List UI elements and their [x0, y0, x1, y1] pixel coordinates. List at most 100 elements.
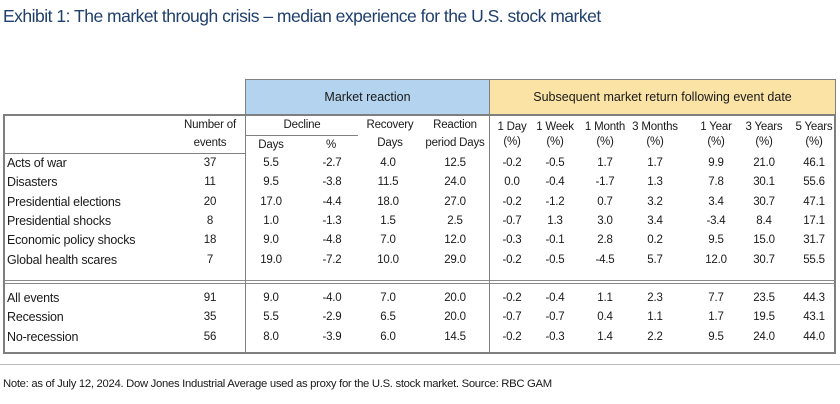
table-cell: -0.2 — [502, 157, 522, 169]
table-cell: 11 — [204, 176, 216, 189]
table-cell: -0.2 — [502, 292, 522, 304]
table-cell: 18.0 — [377, 195, 399, 208]
table-cell: 12.0 — [444, 234, 466, 247]
table-cell: -0.7 — [502, 214, 522, 227]
table-cell: 0.4 — [597, 311, 613, 324]
row-label: Presidential elections — [7, 194, 121, 209]
table-cell: 6.5 — [380, 311, 396, 324]
header-decline: Decline — [283, 119, 321, 131]
table-cell: -4.0 — [322, 292, 342, 304]
table-cell: 21.0 — [753, 157, 775, 169]
table-cell: 0.0 — [504, 176, 520, 189]
row-label: Recession — [7, 310, 64, 325]
table-cell: 1.3 — [647, 176, 663, 189]
table-cell: 30.7 — [753, 195, 775, 208]
table-cell: 1.5 — [380, 214, 396, 227]
table-cell: 3.4 — [708, 195, 724, 208]
header-return-2-unit: (%) — [596, 136, 614, 148]
table-cell: 2.8 — [597, 234, 613, 247]
header-return-1-label: 1 Week — [536, 121, 574, 133]
table-cell: 7.7 — [708, 292, 724, 304]
table-cell: 3.4 — [647, 214, 663, 227]
table-cell: 47.1 — [803, 195, 825, 208]
table-cell: 2.3 — [647, 292, 663, 304]
table-cell: 9.5 — [708, 234, 724, 247]
table-cell: 24.0 — [753, 330, 775, 343]
table-cell: 5.5 — [263, 157, 279, 169]
header-recovery-2: Days — [377, 137, 403, 149]
table-cell: 9.9 — [708, 157, 724, 169]
table-cell: 1.1 — [647, 311, 663, 324]
table-cell: 55.6 — [803, 176, 825, 189]
decline-underline — [246, 135, 358, 136]
column-divider — [245, 115, 246, 354]
header-return-5-unit: (%) — [755, 136, 773, 148]
table-cell: -3.8 — [322, 176, 342, 189]
table-cell: 37 — [203, 157, 217, 169]
table-cell: -3.9 — [322, 330, 342, 343]
column-divider — [489, 115, 490, 354]
header-return-2-label: 1 Month — [584, 121, 626, 133]
header-return-1-unit: (%) — [546, 136, 564, 148]
table-cell: 1.7 — [647, 157, 663, 169]
header-events-1: Number of — [184, 119, 236, 131]
header-return-5-label: 3 Years — [745, 121, 783, 133]
header-underline — [4, 153, 245, 154]
table-cell: 44.3 — [803, 292, 825, 304]
table-cell: 23.5 — [753, 292, 775, 304]
header-return-6-label: 5 Years — [795, 121, 833, 133]
table-cell: 29.0 — [444, 253, 466, 266]
table-cell: -0.4 — [545, 292, 565, 304]
table-cell: 8 — [206, 214, 214, 227]
table-cell: 18 — [203, 234, 217, 247]
table-cell: -0.7 — [545, 311, 565, 324]
table-cell: -0.4 — [545, 176, 565, 189]
table-cell: -4.4 — [322, 195, 342, 208]
table-cell: -0.5 — [545, 157, 565, 169]
table-cell: 12.5 — [444, 157, 466, 169]
header-return-4-label: 1 Year — [700, 121, 732, 133]
table-cell: -0.2 — [502, 330, 522, 343]
table-cell: 19.5 — [753, 311, 775, 324]
table-cell: -1.3 — [322, 214, 342, 227]
row-label: Economic policy shocks — [7, 233, 136, 248]
table-cell: -1.7 — [595, 176, 615, 189]
table-cell: -0.2 — [502, 253, 522, 266]
table-cell: 43.1 — [803, 311, 825, 324]
header-return-6-unit: (%) — [805, 136, 823, 148]
header-return-0-label: 1 Day — [497, 121, 527, 133]
table-cell: -0.7 — [502, 311, 522, 324]
table-cell: 46.1 — [803, 157, 825, 169]
table-cell: 1.3 — [547, 214, 563, 227]
header-return-4-unit: (%) — [707, 136, 725, 148]
table-cell: 14.5 — [444, 330, 466, 343]
table-cell: 12.0 — [705, 253, 727, 266]
subsequent-return-header: Subsequent market return following event… — [489, 79, 836, 115]
table-cell: -0.3 — [502, 234, 522, 247]
table-cell: 7.8 — [708, 176, 724, 189]
table-cell: -3.4 — [706, 214, 726, 227]
header-decline-pct: % — [325, 139, 337, 151]
table-cell: -2.9 — [322, 311, 342, 324]
header-reaction-1: Reaction — [433, 119, 477, 131]
table-cell: 30.1 — [753, 176, 775, 189]
table-cell: 17.0 — [260, 195, 282, 208]
header-return-0-unit: (%) — [503, 136, 521, 148]
header-recovery-1: Recovery — [366, 119, 414, 131]
table-cell: 20 — [203, 195, 217, 208]
table-cell: 1.7 — [708, 311, 724, 324]
table-cell: 8.4 — [756, 214, 772, 227]
table-cell: 44.0 — [803, 330, 825, 343]
table-cell: 1.1 — [597, 292, 613, 304]
table-cell: 1.7 — [597, 157, 613, 169]
row-label: Acts of war — [7, 156, 67, 170]
table-cell: 31.7 — [803, 234, 825, 247]
table-cell: 3.0 — [597, 214, 613, 227]
table-frame — [3, 114, 836, 354]
table-cell: 9.5 — [263, 176, 279, 189]
table-cell: 19.0 — [260, 253, 282, 266]
table-cell: -0.5 — [545, 253, 565, 266]
table-cell: -0.1 — [545, 234, 565, 247]
table-cell: -1.2 — [545, 195, 565, 208]
table-cell: 4.0 — [380, 157, 396, 169]
